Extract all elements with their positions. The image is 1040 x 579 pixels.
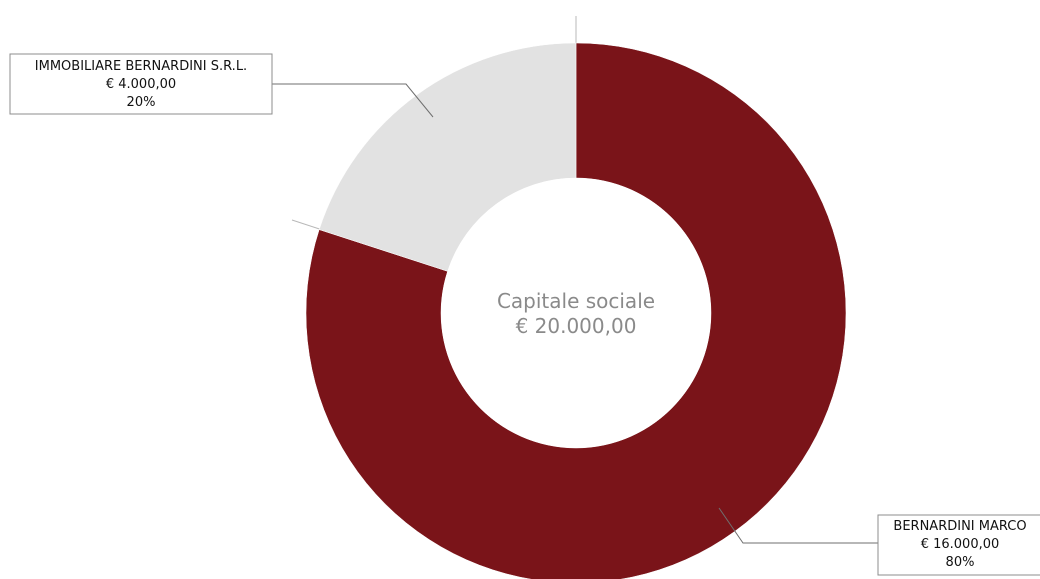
label-value-bernardini: € 16.000,00: [921, 537, 1000, 552]
label-box-immobiliare: [9, 53, 273, 115]
label-percent-bernardini: 80%: [946, 555, 975, 570]
donut-hole: [441, 178, 711, 448]
slice-label-bernardini: BERNARDINI MARCO € 16.000,00 80%: [718, 507, 1040, 576]
slice-label-immobiliare: IMMOBILIARE BERNARDINI S.R.L. € 4.000,00…: [9, 53, 434, 118]
leader-line-immobiliare: [272, 83, 434, 118]
label-value-immobiliare: € 4.000,00: [106, 77, 176, 92]
center-label-title: Capitale sociale: [497, 289, 655, 313]
label-name-bernardini: BERNARDINI MARCO: [893, 519, 1026, 534]
label-percent-immobiliare: 20%: [127, 95, 156, 110]
label-box-bernardini: [877, 514, 1040, 576]
label-name-immobiliare: IMMOBILIARE BERNARDINI S.R.L.: [35, 59, 247, 74]
donut-slices: [305, 42, 847, 579]
leader-line-bernardini: [718, 507, 878, 544]
center-label-value: € 20.000,00: [516, 314, 637, 338]
